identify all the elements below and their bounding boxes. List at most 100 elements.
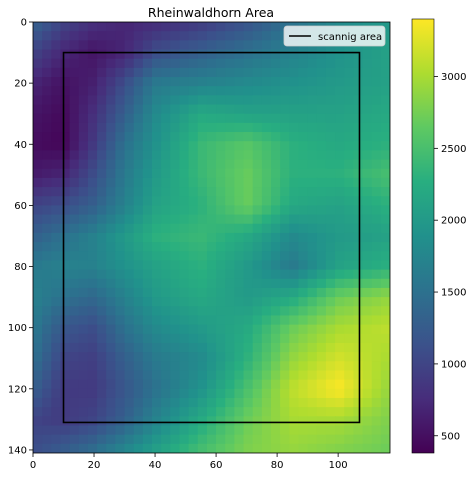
heatmap-cell [325,361,336,372]
heatmap-cell [362,260,373,271]
heatmap-cell [353,242,364,252]
heatmap-cell [335,77,345,87]
heatmap-cell [33,251,43,262]
heatmap-cell [307,168,318,179]
heatmap-cell [115,315,126,326]
heatmap-cell [307,379,318,390]
heatmap-cell [170,278,181,289]
heatmap-cell [170,196,181,206]
heatmap-cell [344,416,354,427]
heatmap-cell [353,370,364,381]
heatmap-cell [124,443,135,453]
heatmap-cell [60,196,71,206]
heatmap-cell [133,269,144,280]
heatmap-cell [307,425,318,436]
heatmap-cell [133,49,144,60]
heatmap-cell [179,443,190,453]
heatmap-cell [280,150,290,161]
heatmap-cell [188,159,199,170]
heatmap-cell [179,49,190,60]
heatmap-cell [380,49,390,60]
heatmap-cell [197,306,208,317]
heatmap-cell [243,67,254,78]
heatmap-cell [42,269,52,280]
heatmap-cell [344,342,354,353]
heatmap-cell [152,214,162,225]
heatmap-cell [234,287,245,298]
heatmap-cell [261,297,272,307]
heatmap-cell [234,443,245,453]
heatmap-cell [371,187,382,197]
heatmap-cell [152,187,162,197]
heatmap-cell [280,397,290,408]
heatmap-cell [243,370,254,381]
heatmap-cell [353,278,364,289]
heatmap-cell [106,150,116,161]
heatmap-cell [307,251,318,262]
heatmap-cell [106,297,116,307]
heatmap-cell [380,370,390,381]
heatmap-cell [69,122,80,133]
heatmap-cell [33,342,43,353]
heatmap-cell [170,443,181,453]
heatmap-cell [243,141,254,151]
heatmap-cell [225,214,235,225]
heatmap-cell [78,67,89,78]
heatmap-cell [261,205,272,216]
heatmap-cell [380,214,390,225]
heatmap-cell [124,379,135,390]
heatmap-cell [106,242,116,252]
heatmap-cell [206,379,217,390]
heatmap-cell [133,40,144,51]
heatmap-cell [33,260,43,271]
heatmap-cell [280,168,290,179]
heatmap-cell [60,379,71,390]
heatmap-cell [152,58,162,69]
heatmap-cell [97,113,107,124]
heatmap-cell [106,287,116,298]
heatmap-cell [124,315,135,326]
heatmap-cell [353,159,364,170]
heatmap-cell [152,168,162,179]
colorbar-tick-label: 1500 [441,288,466,299]
heatmap-cell [69,67,80,78]
heatmap-cell [289,397,300,408]
heatmap-cell [325,333,336,344]
heatmap-cell [78,77,89,87]
heatmap-cell [353,104,364,115]
heatmap-cell [380,205,390,216]
heatmap-cell [280,223,290,234]
heatmap-cell [133,31,144,41]
heatmap-cell [371,416,382,427]
heatmap-cell [344,104,354,115]
heatmap-cell [335,342,345,353]
heatmap-cell [280,287,290,298]
heatmap-cell [69,379,80,390]
heatmap-cell [307,132,318,142]
heatmap-cell [307,297,318,307]
heatmap-cell [161,315,171,326]
heatmap-cell [325,86,336,96]
heatmap-cell [33,361,43,372]
heatmap-cell [316,443,327,453]
heatmap-cell [335,104,345,115]
heatmap-cell [225,260,235,271]
heatmap-cell [33,434,43,445]
heatmap-cell [188,58,199,69]
colorbar-tick-label: 1000 [441,359,466,370]
heatmap-cell [51,150,62,161]
heatmap-cell [51,113,62,124]
heatmap-cell [106,205,116,216]
heatmap-cell [142,260,153,271]
heatmap-cell [197,104,208,115]
heatmap-cell [179,104,190,115]
heatmap-cell [106,49,116,60]
heatmap-cell [188,297,199,307]
heatmap-cell [33,388,43,399]
heatmap-cell [261,278,272,289]
heatmap-cell [353,416,364,427]
heatmap-cell [69,388,80,399]
heatmap-cell [69,49,80,60]
heatmap-cell [161,333,171,344]
heatmap-cell [170,361,181,372]
